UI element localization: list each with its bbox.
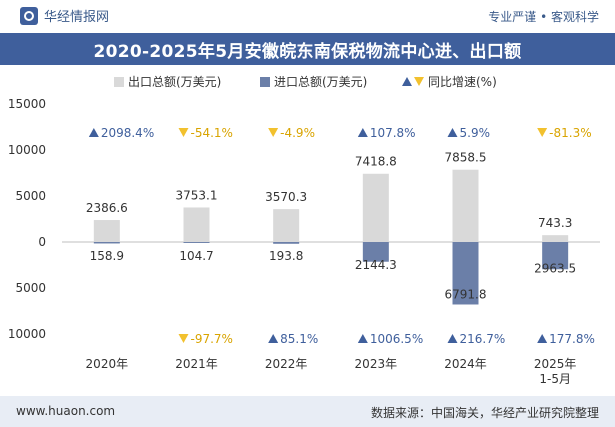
growth-up-icon	[447, 334, 458, 343]
import-growth-label: 177.8%	[549, 332, 595, 346]
import-value-label: 2144.3	[355, 258, 397, 272]
growth-up-icon	[447, 128, 458, 137]
bar-export	[273, 209, 300, 242]
export-value-label: 7858.5	[445, 151, 487, 165]
import-value-label: 6791.8	[445, 287, 487, 301]
legend-label-export: 出口总额(万美元)	[128, 75, 221, 89]
export-growth-label: 107.8%	[370, 126, 416, 140]
export-value-label: 7418.8	[355, 155, 397, 169]
chart-title: 2020-2025年5月安徽皖东南保税物流中心进、出口额	[93, 41, 522, 62]
footer-site: www.huaon.com	[16, 404, 116, 418]
top-bar: 华经情报网 专业严谨 • 客观科学	[0, 0, 615, 33]
legend-swatch-export	[114, 77, 124, 87]
legend-label-growth: 同比增速(%)	[428, 75, 497, 89]
y-tick-label: 15000	[8, 97, 46, 111]
legend-swatch-import	[260, 77, 270, 87]
bar-import	[93, 242, 120, 244]
import-growth-label: 216.7%	[460, 332, 506, 346]
export-growth-label: 2098.4%	[101, 126, 154, 140]
growth-up-icon	[357, 128, 368, 137]
import-value-label: 104.7	[179, 249, 213, 263]
legend: 出口总额(万美元) 进口总额(万美元) 同比增速(%)	[114, 75, 497, 89]
data-labels: 2386.6 158.9 3753.1 104.7 3570.3 193.8 7418.8 2…	[86, 151, 576, 302]
growth-down-icon	[537, 128, 548, 137]
x-tick-label: 2023年	[355, 357, 398, 371]
brand-name: 华经情报网	[44, 10, 110, 25]
brand: 华经情报网	[20, 6, 109, 25]
legend-up-triangle-icon	[402, 77, 412, 86]
bars	[93, 169, 569, 305]
import-value-label: 193.8	[269, 249, 303, 263]
y-axis: 15000 10000 5000 0 5000 10000	[8, 97, 600, 341]
bar-export	[362, 173, 389, 242]
x-tick-label: 2024年	[444, 357, 487, 371]
bar-export	[183, 207, 210, 242]
export-value-label: 2386.6	[86, 201, 128, 215]
export-growth-label: 5.9%	[460, 126, 491, 140]
y-tick-label: 10000	[8, 143, 46, 157]
bar-import	[452, 242, 479, 305]
growth-labels: 2098.4% -54.1% -97.7% -4.9% 85.1% 107.8% 1006.…	[88, 126, 595, 346]
footer-source: 数据来源：中国海关，华经产业研究院整理	[370, 406, 599, 420]
y-tick-label: 0	[38, 235, 46, 249]
growth-up-icon	[537, 334, 548, 343]
footer: www.huaon.com 数据来源：中国海关，华经产业研究院整理	[0, 396, 615, 427]
growth-down-icon	[178, 128, 189, 137]
bar-import	[183, 242, 210, 243]
y-tick-label: 5000	[15, 281, 46, 295]
x-tick-label: 2020年	[86, 357, 129, 371]
title-bar: 2020-2025年5月安徽皖东南保税物流中心进、出口额	[0, 33, 615, 65]
import-value-label: 2963.5	[534, 261, 576, 275]
bar-import	[273, 242, 300, 244]
import-growth-label: -97.7%	[191, 332, 233, 346]
export-value-label: 3570.3	[265, 190, 307, 204]
bar-export	[452, 169, 479, 242]
growth-down-icon	[178, 334, 189, 343]
export-growth-label: -4.9%	[280, 126, 315, 140]
export-value-label: 743.3	[538, 216, 572, 230]
legend-down-triangle-icon	[414, 77, 424, 86]
x-tick-label: 2021年	[175, 357, 218, 371]
x-tick-label: 2022年	[265, 357, 308, 371]
bar-export	[542, 235, 569, 242]
chart: 出口总额(万美元) 进口总额(万美元) 同比增速(%) 15000 10000 5000…	[8, 75, 600, 386]
x-tick-label: 2025年	[534, 357, 577, 371]
bar-import	[542, 242, 569, 270]
tagline: 专业严谨 • 客观科学	[488, 10, 599, 24]
import-growth-label: 85.1%	[280, 332, 318, 346]
export-value-label: 3753.1	[176, 188, 218, 202]
x-tick-label: 1-5月	[539, 372, 571, 386]
y-tick-label: 10000	[8, 327, 46, 341]
brand-logo-icon	[20, 6, 38, 25]
export-growth-label: -54.1%	[191, 126, 233, 140]
growth-up-icon	[268, 334, 279, 343]
growth-down-icon	[268, 128, 279, 137]
import-growth-label: 1006.5%	[370, 332, 423, 346]
import-value-label: 158.9	[90, 249, 124, 263]
bar-export	[93, 220, 120, 242]
growth-up-icon	[357, 334, 368, 343]
export-growth-label: -81.3%	[549, 126, 591, 140]
bar-import	[362, 242, 389, 262]
growth-up-icon	[88, 128, 99, 137]
legend-label-import: 进口总额(万美元)	[274, 75, 367, 89]
y-tick-label: 5000	[15, 189, 46, 203]
